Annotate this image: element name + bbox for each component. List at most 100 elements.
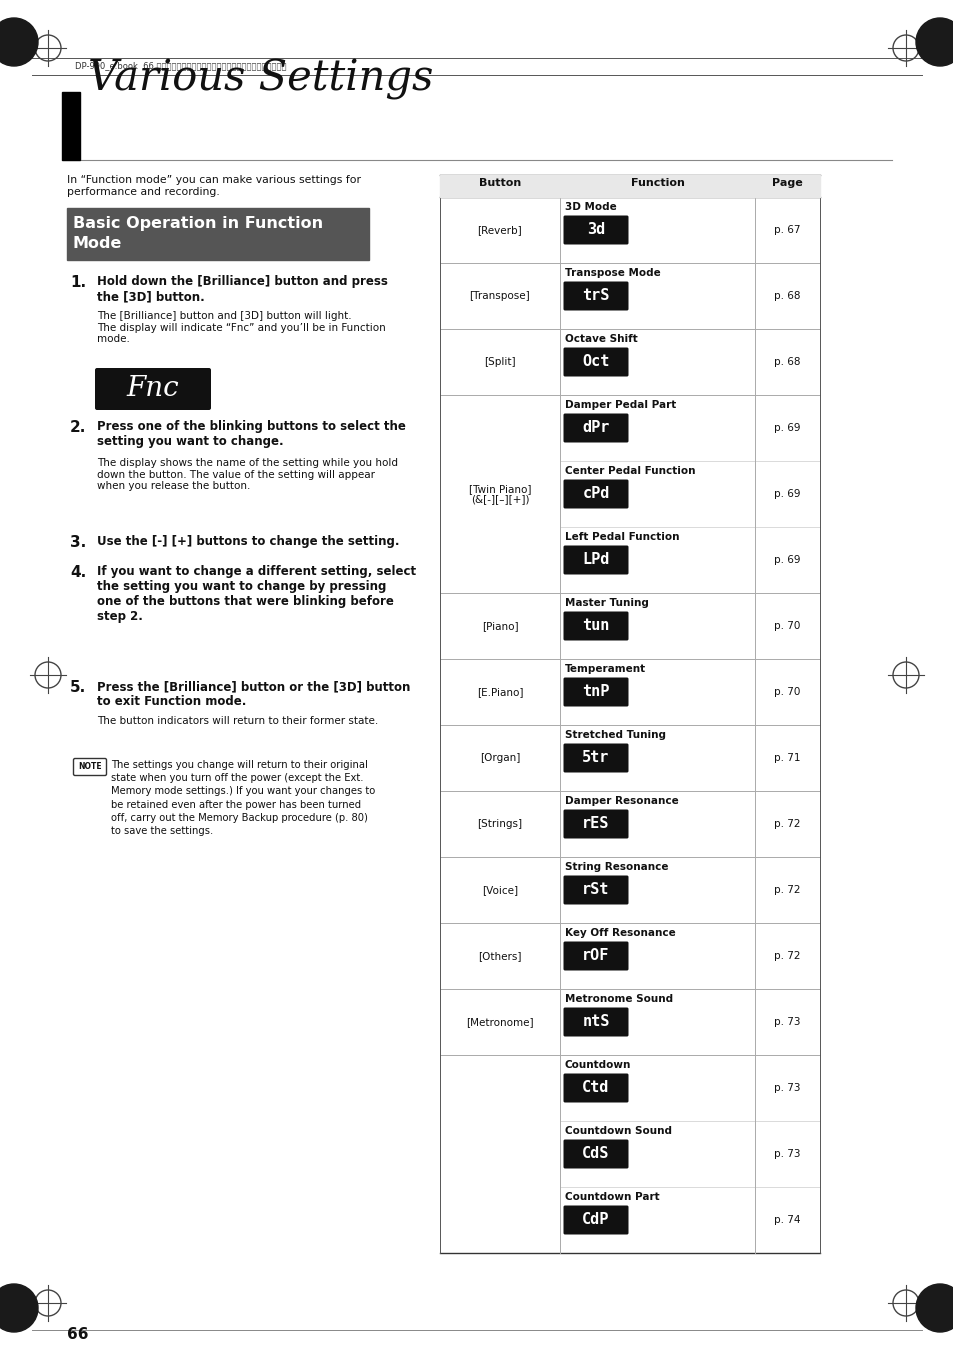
Text: Countdown Sound: Countdown Sound	[564, 1125, 671, 1136]
Text: rOF: rOF	[581, 948, 609, 963]
FancyBboxPatch shape	[563, 281, 628, 311]
Text: Basic Operation in Function: Basic Operation in Function	[73, 216, 323, 231]
Text: Transpose Mode: Transpose Mode	[564, 267, 660, 278]
Text: Temperament: Temperament	[564, 663, 645, 674]
FancyBboxPatch shape	[563, 1008, 628, 1036]
Text: Damper Pedal Part: Damper Pedal Part	[564, 400, 676, 409]
Text: cPd: cPd	[581, 486, 609, 501]
Text: Function: Function	[630, 178, 683, 188]
Text: (&[-][–][+]): (&[-][–][+])	[470, 494, 529, 504]
Text: 3d: 3d	[586, 223, 604, 238]
Bar	[62, 92, 80, 159]
Circle shape	[915, 18, 953, 66]
Text: p. 72: p. 72	[774, 951, 800, 961]
FancyBboxPatch shape	[563, 809, 628, 839]
Text: 5tr: 5tr	[581, 751, 609, 766]
Text: Press one of the blinking buttons to select the
setting you want to change.: Press one of the blinking buttons to sel…	[97, 420, 405, 449]
Text: [Metronome]: [Metronome]	[466, 1017, 534, 1027]
Text: Key Off Resonance: Key Off Resonance	[564, 928, 675, 938]
Text: [Piano]: [Piano]	[481, 621, 517, 631]
FancyBboxPatch shape	[563, 743, 628, 773]
Text: p. 72: p. 72	[774, 819, 800, 830]
FancyBboxPatch shape	[563, 677, 628, 707]
Text: [Split]: [Split]	[484, 357, 516, 367]
Text: p. 70: p. 70	[774, 621, 800, 631]
Text: DP-990_e.book  66 ページ　２００９年２月１７日　火曜日　午前８時３０分: DP-990_e.book 66 ページ ２００９年２月１７日 火曜日 午前８時…	[75, 61, 286, 70]
Text: The button indicators will return to their former state.: The button indicators will return to the…	[97, 716, 377, 725]
Text: Metronome Sound: Metronome Sound	[564, 994, 673, 1004]
Text: p. 74: p. 74	[774, 1215, 800, 1225]
Text: tnP: tnP	[581, 685, 609, 700]
Text: [Others]: [Others]	[477, 951, 521, 961]
Bar	[439, 176, 820, 197]
FancyBboxPatch shape	[73, 758, 107, 775]
Text: rES: rES	[581, 816, 609, 831]
FancyBboxPatch shape	[563, 347, 628, 377]
Text: p. 69: p. 69	[774, 423, 800, 434]
Text: 4.: 4.	[70, 565, 86, 580]
Text: trS: trS	[581, 289, 609, 304]
Text: 1.: 1.	[70, 276, 86, 290]
FancyBboxPatch shape	[563, 480, 628, 508]
Circle shape	[0, 1283, 38, 1332]
Text: Use the [-] [+] buttons to change the setting.: Use the [-] [+] buttons to change the se…	[97, 535, 399, 549]
Text: Oct: Oct	[581, 354, 609, 370]
Text: In “Function mode” you can make various settings for
performance and recording.: In “Function mode” you can make various …	[67, 176, 360, 197]
Text: p. 70: p. 70	[774, 688, 800, 697]
Text: Damper Resonance: Damper Resonance	[564, 796, 678, 807]
FancyBboxPatch shape	[563, 1139, 628, 1169]
FancyBboxPatch shape	[563, 875, 628, 905]
Text: Press the [Brilliance] button or the [3D] button
to exit Function mode.: Press the [Brilliance] button or the [3D…	[97, 680, 410, 708]
Text: ntS: ntS	[581, 1015, 609, 1029]
Text: [Voice]: [Voice]	[481, 885, 517, 894]
Circle shape	[915, 1283, 953, 1332]
Text: p. 69: p. 69	[774, 489, 800, 499]
Text: Master Tuning: Master Tuning	[564, 598, 648, 608]
FancyBboxPatch shape	[563, 1074, 628, 1102]
Text: Countdown: Countdown	[564, 1061, 631, 1070]
Text: Hold down the [Brilliance] button and press
the [3D] button.: Hold down the [Brilliance] button and pr…	[97, 276, 388, 303]
Text: CdP: CdP	[581, 1212, 609, 1228]
Text: Countdown Part: Countdown Part	[564, 1192, 659, 1202]
FancyBboxPatch shape	[563, 216, 628, 245]
Text: p. 73: p. 73	[774, 1148, 800, 1159]
Text: Stretched Tuning: Stretched Tuning	[564, 730, 665, 740]
Text: p. 69: p. 69	[774, 555, 800, 565]
Text: [Reverb]: [Reverb]	[477, 226, 522, 235]
Text: Left Pedal Function: Left Pedal Function	[564, 532, 679, 542]
Text: p. 72: p. 72	[774, 885, 800, 894]
FancyBboxPatch shape	[563, 413, 628, 443]
Text: The [Brilliance] button and [3D] button will light.
The display will indicate “F: The [Brilliance] button and [3D] button …	[97, 311, 385, 345]
Text: Button: Button	[478, 178, 520, 188]
Text: [Strings]: [Strings]	[476, 819, 522, 830]
Text: tun: tun	[581, 619, 609, 634]
Text: Fnc: Fnc	[127, 376, 179, 403]
FancyBboxPatch shape	[563, 942, 628, 970]
Text: Octave Shift: Octave Shift	[564, 334, 638, 345]
Text: p. 67: p. 67	[774, 226, 800, 235]
Text: Ctd: Ctd	[581, 1081, 609, 1096]
Text: p. 73: p. 73	[774, 1017, 800, 1027]
Text: 3.: 3.	[70, 535, 86, 550]
Text: CdS: CdS	[581, 1147, 609, 1162]
Circle shape	[0, 18, 38, 66]
Bar	[67, 208, 369, 259]
Text: Various Settings: Various Settings	[88, 58, 433, 100]
Text: String Resonance: String Resonance	[564, 862, 668, 871]
Text: If you want to change a different setting, select
the setting you want to change: If you want to change a different settin…	[97, 565, 416, 623]
Text: 66: 66	[67, 1327, 89, 1342]
Text: [Organ]: [Organ]	[479, 753, 519, 763]
Text: dPr: dPr	[581, 420, 609, 435]
Text: Mode: Mode	[73, 236, 122, 251]
Text: The settings you change will return to their original
state when you turn off th: The settings you change will return to t…	[111, 761, 375, 836]
Text: p. 73: p. 73	[774, 1084, 800, 1093]
FancyBboxPatch shape	[95, 367, 211, 409]
Text: p. 68: p. 68	[774, 290, 800, 301]
Text: 5.: 5.	[70, 680, 86, 694]
Text: p. 71: p. 71	[774, 753, 800, 763]
Text: p. 68: p. 68	[774, 357, 800, 367]
Text: [E.Piano]: [E.Piano]	[476, 688, 522, 697]
Text: rSt: rSt	[581, 882, 609, 897]
FancyBboxPatch shape	[563, 1205, 628, 1235]
FancyBboxPatch shape	[563, 612, 628, 640]
